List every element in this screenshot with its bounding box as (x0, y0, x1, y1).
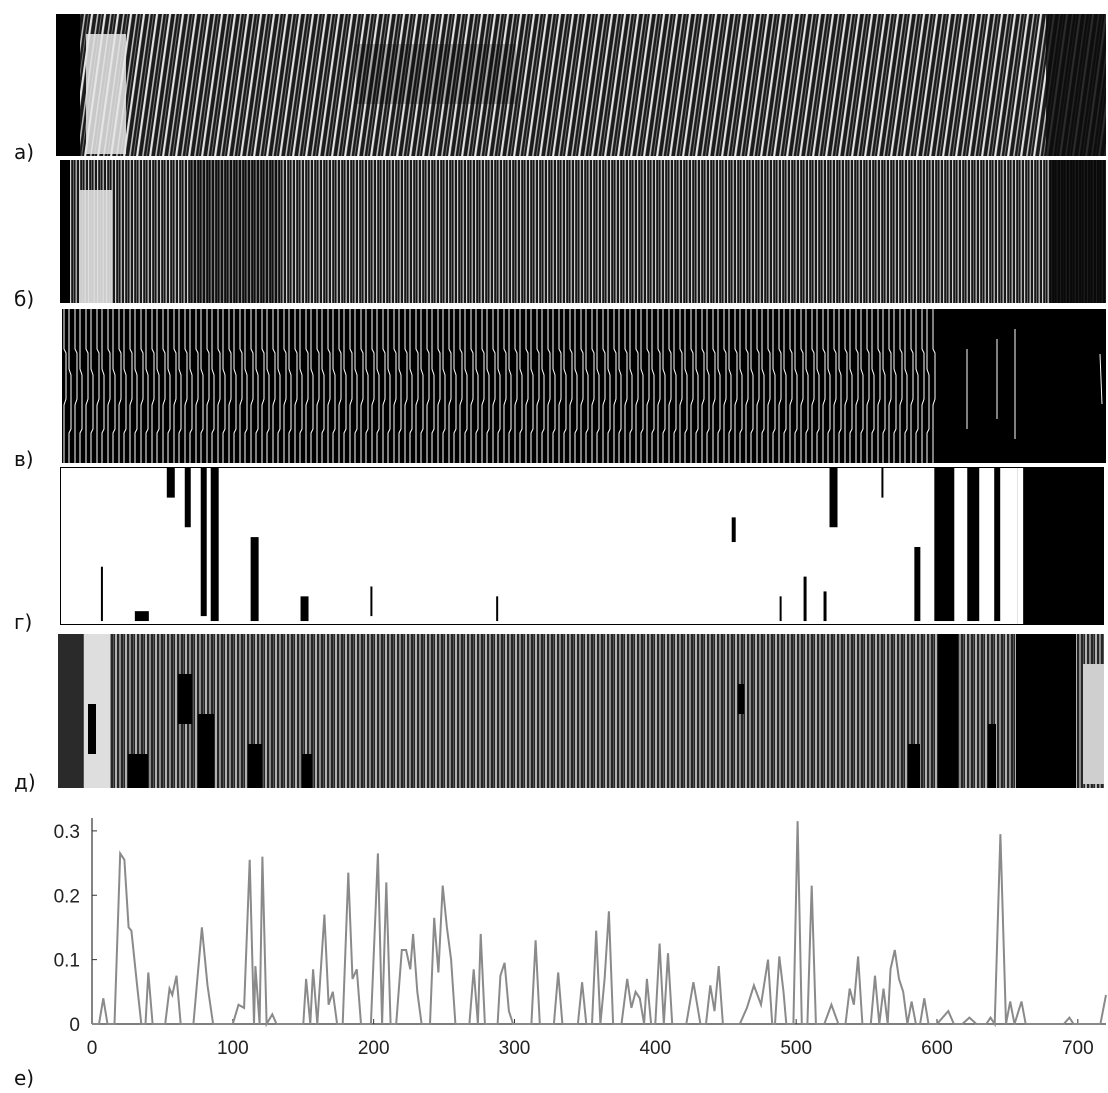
chart-ticks: 0 100 200 300 400 500 600 700 0 0.1 0.2 0.3 (54, 822, 1094, 1059)
x-tick-label: 0 (87, 1038, 98, 1059)
x-tick-label: 300 (499, 1038, 531, 1059)
panel-label-v: в) (14, 447, 34, 471)
edge-map (62, 309, 1106, 463)
x-tick-label: 500 (780, 1038, 812, 1059)
x-tick-label: 700 (1062, 1038, 1094, 1059)
panel-label-e: е) (14, 1066, 35, 1090)
panel-label-g: г) (14, 610, 33, 634)
binary-mask (60, 467, 1104, 625)
y-tick-label: 0 (69, 1015, 80, 1036)
micrograph-original (56, 14, 1106, 156)
series-line (92, 821, 1107, 1028)
micrograph-original-texture (56, 14, 1106, 156)
panel-label-a: а) (14, 140, 35, 164)
micrograph-filtered-texture (60, 160, 1106, 303)
x-tick-label: 200 (358, 1038, 390, 1059)
x-tick-label: 100 (217, 1038, 249, 1059)
edge-map-texture (62, 309, 1106, 463)
y-tick-label: 0.3 (54, 822, 80, 843)
panel-label-d: д) (14, 770, 36, 794)
y-tick-label: 0.2 (54, 886, 80, 907)
micrograph-masked-texture (58, 634, 1104, 788)
x-tick-label: 400 (639, 1038, 671, 1059)
micrograph-filtered (60, 160, 1106, 303)
x-tick-label: 600 (921, 1038, 953, 1059)
binary-mask-texture (100, 468, 1103, 624)
y-tick-label: 0.1 (54, 951, 80, 972)
signal-line-chart: 0 100 200 300 400 500 600 700 0 0.1 0.2 0.3 (54, 818, 1107, 1059)
micrograph-masked (58, 634, 1104, 788)
panel-label-b: б) (14, 287, 35, 311)
